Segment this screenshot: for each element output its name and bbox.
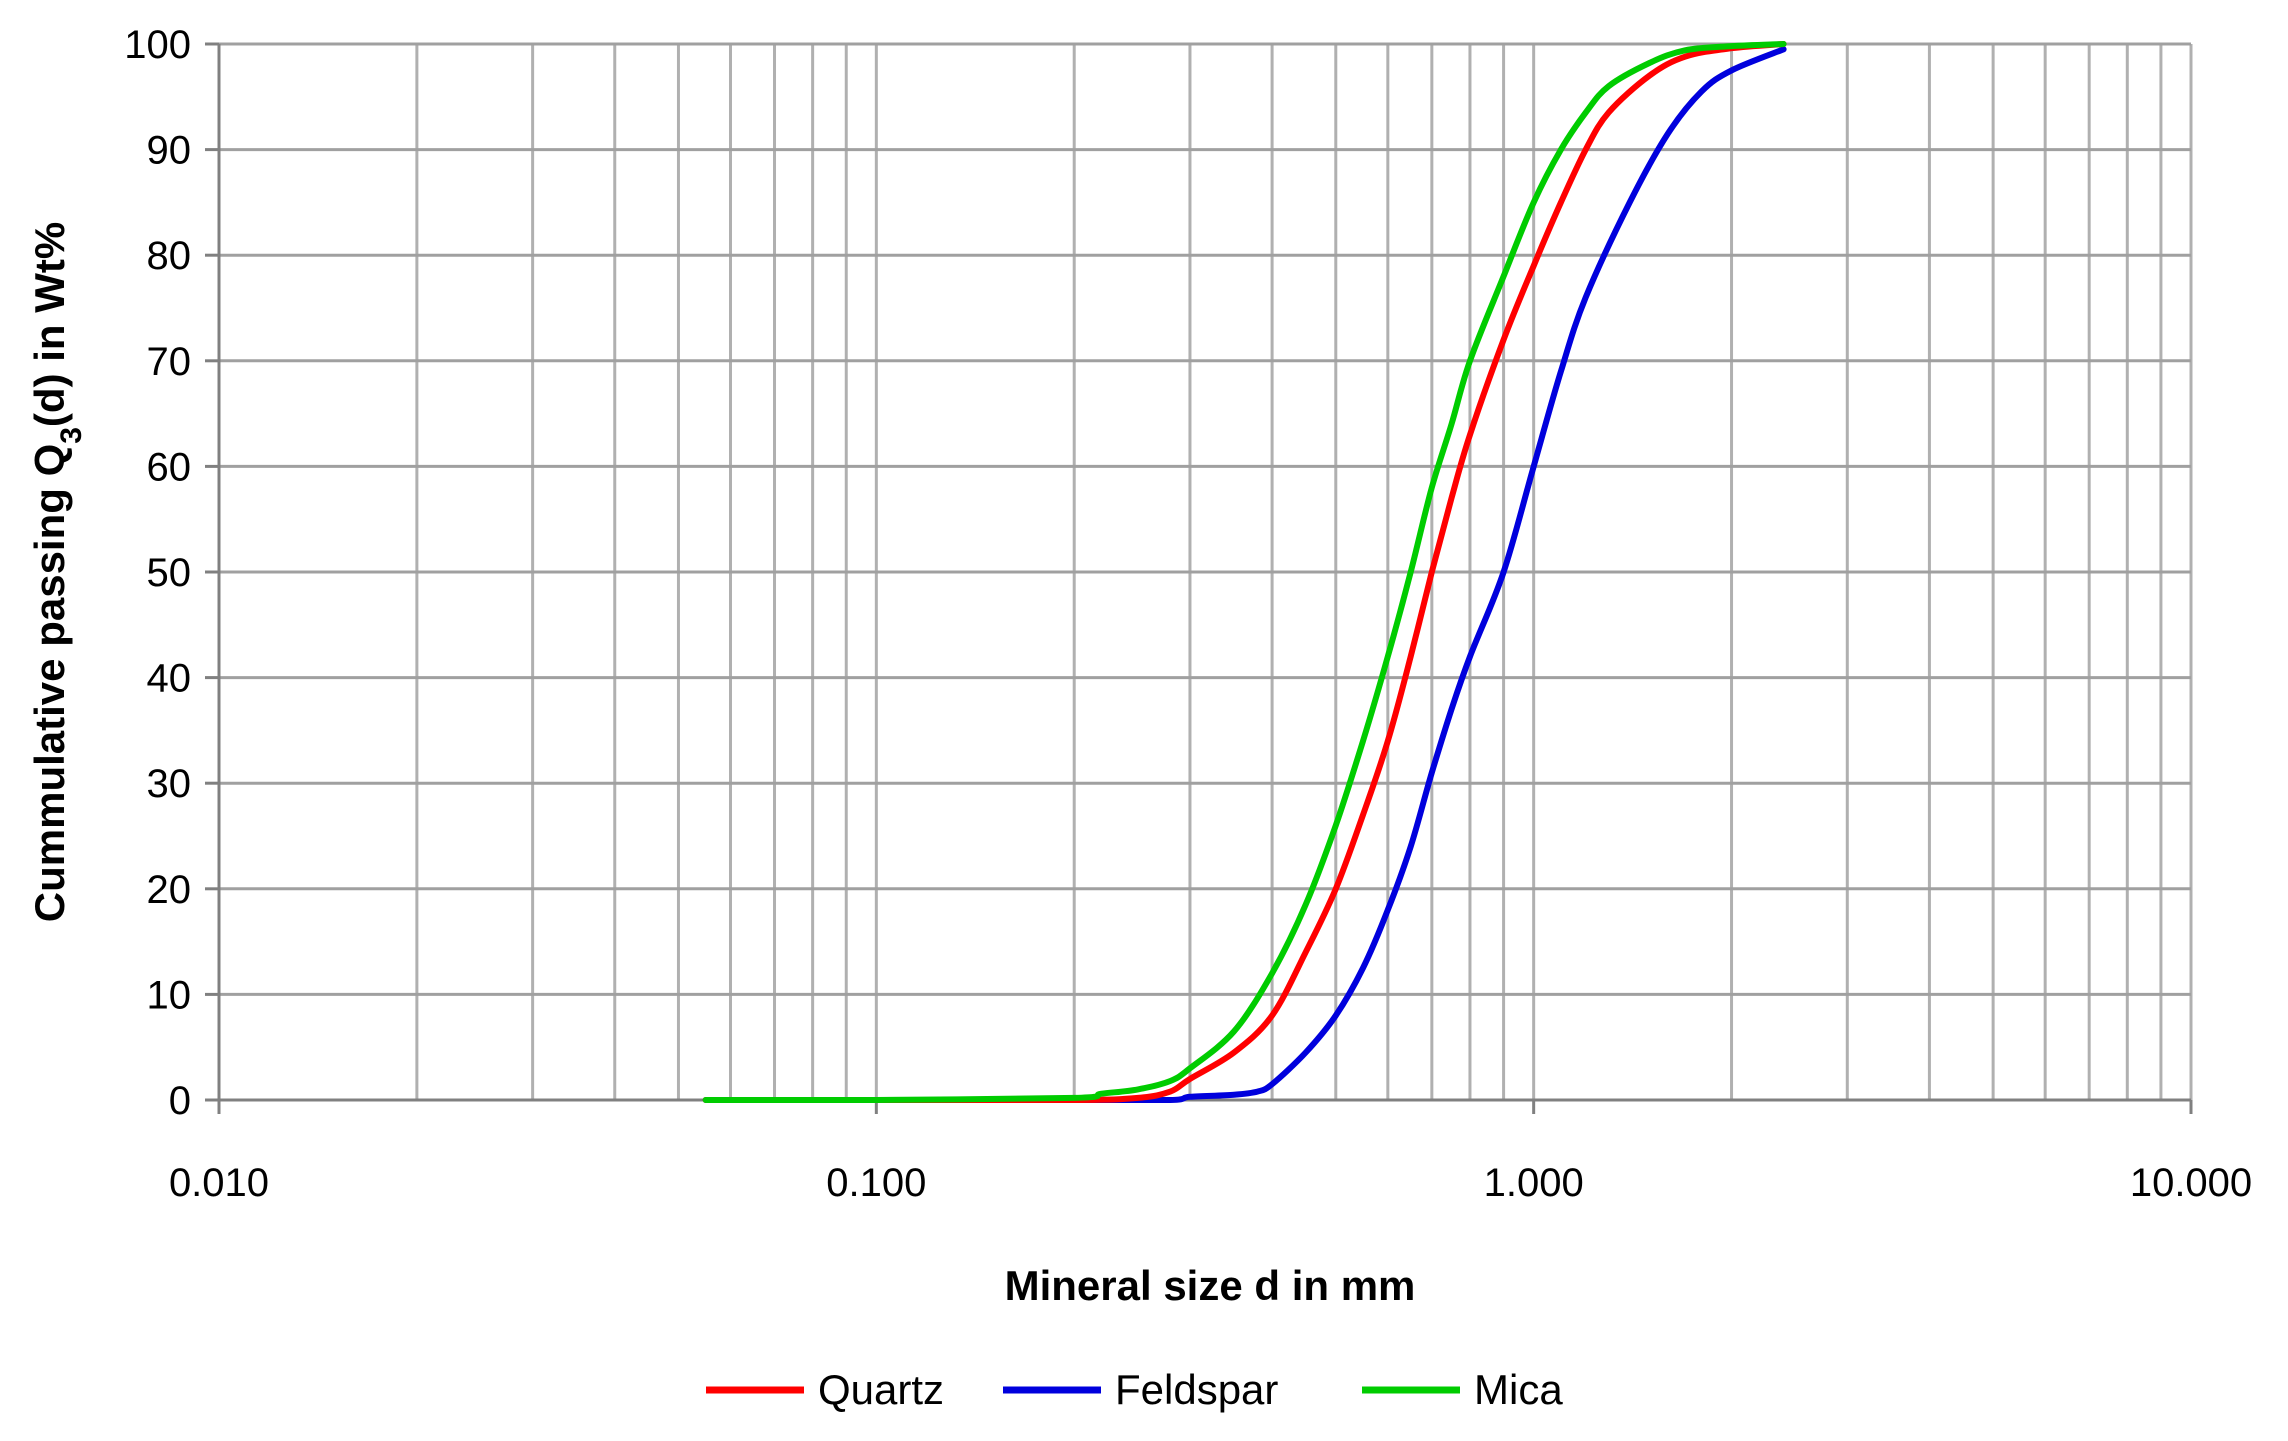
y-tick-label: 10 (147, 973, 192, 1017)
x-axis-title: Mineral size d in mm (1005, 1262, 1416, 1309)
x-tick-label: 10.000 (2130, 1161, 2252, 1205)
x-tick-label: 1.000 (1484, 1161, 1584, 1205)
y-tick-label: 90 (147, 129, 192, 173)
series-line-quartz (702, 41, 1787, 1104)
series-lines (702, 41, 1787, 1104)
y-axis-title-main: Cummulative passing Q (26, 444, 73, 922)
legend-label: Mica (1474, 1366, 1563, 1413)
y-tick-label: 80 (147, 234, 192, 278)
y-tick-label: 20 (147, 868, 192, 912)
y-tick-label: 50 (147, 551, 192, 595)
legend-item-quartz: Quartz (706, 1366, 944, 1413)
y-axis-title: Cummulative passing Q3(d) in Wt% (26, 222, 88, 922)
axes (205, 42, 2193, 1114)
x-tick-label: 0.010 (169, 1161, 269, 1205)
legend: Quartz Feldspar Mica (706, 1366, 1563, 1413)
y-tick-label: 100 (124, 23, 191, 67)
grid (219, 42, 2193, 1100)
legend-label: Quartz (818, 1366, 944, 1413)
y-tick-label: 70 (147, 340, 192, 384)
series-line-mica (702, 41, 1787, 1103)
legend-item-mica: Mica (1362, 1366, 1563, 1413)
y-tick-label: 60 (147, 445, 192, 489)
tick-labels: 0 10 20 30 40 50 60 70 80 90 100 0.010 0.100 1.000 10.… (124, 23, 2252, 1205)
y-axis-title-subscript: 3 (55, 427, 88, 444)
legend-item-feldspar: Feldspar (1003, 1366, 1278, 1413)
y-tick-label: 0 (169, 1079, 191, 1123)
x-tick-label: 0.100 (826, 1161, 926, 1205)
y-axis-title-tail: (d) in Wt% (26, 222, 73, 427)
y-tick-label: 40 (147, 657, 192, 701)
y-tick-label: 30 (147, 762, 192, 806)
legend-label: Feldspar (1115, 1366, 1278, 1413)
series-line-feldspar (702, 46, 1787, 1104)
